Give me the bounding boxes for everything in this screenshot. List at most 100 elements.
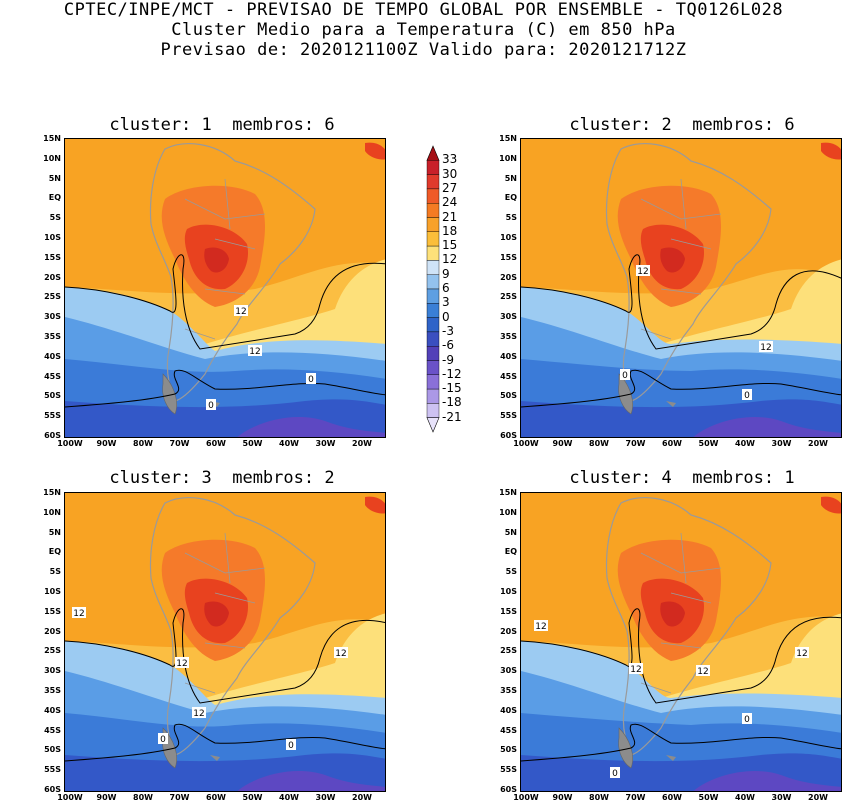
map-panel-4: 12 12 12 12 0 0 bbox=[520, 492, 842, 792]
lon-tick-label: 90W bbox=[552, 439, 573, 448]
lat-tick-label: 15N bbox=[43, 488, 61, 497]
lat-tick-label: 45S bbox=[500, 371, 517, 381]
lat-tick-label: 15S bbox=[500, 606, 517, 616]
colorbar-swatch bbox=[426, 260, 440, 275]
lon-tick-label: 100W bbox=[513, 439, 539, 448]
contour-label-0-text: 0 bbox=[308, 375, 314, 385]
lon-tick-label: 20W bbox=[808, 439, 828, 448]
lon-tick-label: 20W bbox=[352, 439, 372, 448]
lat-tick-label: 60S bbox=[44, 431, 61, 440]
contour-12 bbox=[65, 254, 385, 350]
lon-tick-label: 90W bbox=[96, 793, 117, 802]
lat-tick-label: 5N bbox=[48, 173, 61, 183]
lon-tick-label: 30W bbox=[315, 439, 336, 448]
lon-tick-label: 50W bbox=[698, 793, 719, 802]
continent-outline bbox=[149, 497, 316, 756]
lon-tick-label: 40W bbox=[735, 439, 755, 448]
map-svg-2: 12 12 0 0 bbox=[521, 139, 841, 437]
lat-tick-label: 15N bbox=[499, 134, 517, 143]
lat-tick-label: 15S bbox=[44, 252, 61, 262]
colorbar-swatch bbox=[426, 317, 440, 333]
falkland-islands bbox=[666, 401, 676, 407]
lat-tick-label: EQ bbox=[48, 547, 61, 557]
lat-tick-label: 10N bbox=[499, 507, 517, 517]
falkland-islands bbox=[666, 755, 676, 761]
patagonia-islands bbox=[618, 373, 633, 415]
contour-label-0: 0 bbox=[742, 713, 752, 725]
lon-tick-label: 80W bbox=[589, 439, 609, 448]
contour-0 bbox=[521, 723, 841, 762]
colorbar-level-label: 24 bbox=[442, 195, 458, 210]
falkland-islands bbox=[210, 755, 220, 761]
contour-label-0-text: 0 bbox=[208, 401, 214, 411]
colorbar-swatch bbox=[426, 331, 440, 347]
lon-tick-label: 80W bbox=[133, 793, 153, 802]
lon-tick-label: 20W bbox=[352, 793, 372, 802]
lat-tick-label: 30S bbox=[500, 312, 517, 322]
panel-title-1: cluster: 1 membros: 6 bbox=[109, 115, 335, 135]
contour-12 bbox=[65, 608, 385, 704]
lat-tick-label: 55S bbox=[44, 411, 61, 421]
contour-label-12: 12 bbox=[234, 305, 248, 317]
lat-tick-label: EQ bbox=[504, 193, 517, 203]
colorbar: 33 30 27 24 21 18 15 12 9 6 3 0 -3 -6 -9 -12 -15 -18 -21 bbox=[425, 136, 505, 442]
colorbar-level-label: 30 bbox=[442, 166, 458, 181]
lon-tick-label: 70W bbox=[169, 793, 190, 802]
continent-outline bbox=[605, 497, 772, 756]
lon-tick-label: 60W bbox=[662, 793, 682, 802]
contour-label-0-text: 0 bbox=[288, 741, 294, 751]
colorbar-level-label: -15 bbox=[442, 381, 462, 396]
lat-tick-label: 5N bbox=[504, 527, 517, 537]
lat-tick-label: 60S bbox=[500, 431, 517, 440]
lon-tick-label: 70W bbox=[625, 439, 646, 448]
field-hot-core bbox=[660, 247, 685, 273]
field-purple bbox=[693, 771, 841, 791]
lat-tick-label: 60S bbox=[500, 785, 517, 794]
contour-label-12: 12 bbox=[696, 665, 710, 677]
colorbar-swatch bbox=[426, 388, 440, 404]
colorbar-level-label: -21 bbox=[442, 409, 462, 424]
lat-tick-label: 20S bbox=[500, 272, 517, 282]
contour-label-12-text: 12 bbox=[176, 659, 187, 669]
field-hot-core bbox=[660, 601, 685, 627]
header-line-2: Cluster Medio para a Temperatura (C) em … bbox=[171, 20, 676, 40]
map-panel-2: 12 12 0 0 bbox=[520, 138, 842, 438]
lat-tick-label: 25S bbox=[500, 646, 517, 656]
lat-tick-label: 15N bbox=[499, 488, 517, 497]
contour-label-12: 12 bbox=[334, 647, 348, 659]
lat-tick-label: 35S bbox=[500, 686, 517, 695]
contour-label-12-text: 12 bbox=[193, 709, 204, 719]
lon-tick-label: 30W bbox=[771, 439, 792, 448]
lat-tick-label: 10N bbox=[499, 153, 517, 163]
contour-label-12: 12 bbox=[636, 265, 650, 277]
panel-title-2: cluster: 2 membros: 6 bbox=[569, 115, 795, 135]
field-purple bbox=[693, 417, 841, 437]
colorbar-level-label: 27 bbox=[442, 180, 458, 195]
lat-tick-label: 15S bbox=[500, 252, 517, 262]
lat-tick-label: 5S bbox=[49, 567, 61, 577]
lat-tick-label: 10N bbox=[43, 153, 61, 163]
colorbar-level-label: -9 bbox=[442, 352, 454, 367]
contour-label-12: 12 bbox=[795, 647, 809, 659]
lon-tick-label: 40W bbox=[279, 793, 299, 802]
colorbar-swatch bbox=[426, 345, 440, 361]
colorbar-swatch bbox=[426, 174, 440, 190]
colorbar-swatch bbox=[426, 403, 440, 418]
colorbar-swatch bbox=[426, 417, 440, 433]
lon-tick-label: 30W bbox=[771, 793, 792, 802]
colorbar-swatch bbox=[426, 202, 440, 218]
lat-tick-label: 30S bbox=[44, 312, 61, 322]
lat-tick-label: 5S bbox=[49, 213, 61, 223]
lat-tick-label: 20S bbox=[500, 626, 517, 636]
country-borders bbox=[640, 532, 722, 694]
lon-tick-label: 40W bbox=[279, 439, 299, 448]
contour-12 bbox=[521, 254, 841, 350]
colorbar-swatch bbox=[426, 374, 440, 390]
lat-tick-label: 45S bbox=[44, 371, 61, 381]
lon-tick-label: 100W bbox=[57, 439, 83, 448]
field-purple bbox=[237, 417, 385, 437]
contour-label-0: 0 bbox=[306, 373, 316, 385]
lon-tick-label: 60W bbox=[662, 439, 682, 448]
country-borders bbox=[640, 178, 722, 340]
